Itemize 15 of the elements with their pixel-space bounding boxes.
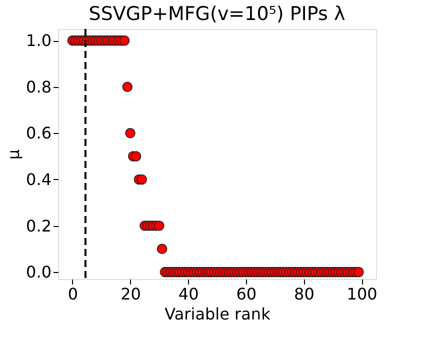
y-tick-label: 1.0 <box>26 31 52 50</box>
x-tick-label: 80 <box>294 284 314 304</box>
y-tick-label: 0.8 <box>26 77 52 96</box>
x-tick-label: 20 <box>120 284 141 304</box>
y-tick-label: 0.0 <box>26 262 52 282</box>
x-tick-label: 0 <box>68 284 78 304</box>
x-axis-title: Variable rank <box>164 304 272 324</box>
chart-title: SSVGP+MFG(v=10⁵) PIPs λ <box>88 3 346 25</box>
x-tick-label: 100 <box>346 284 378 304</box>
x-tick-label: 60 <box>236 284 257 304</box>
x-tick-label: 40 <box>178 284 199 304</box>
y-tick-label: 0.2 <box>26 216 52 236</box>
y-tick-label: 0.4 <box>26 170 52 189</box>
y-axis-title: μ <box>4 149 24 160</box>
y-tick-label: 0.6 <box>26 124 52 143</box>
